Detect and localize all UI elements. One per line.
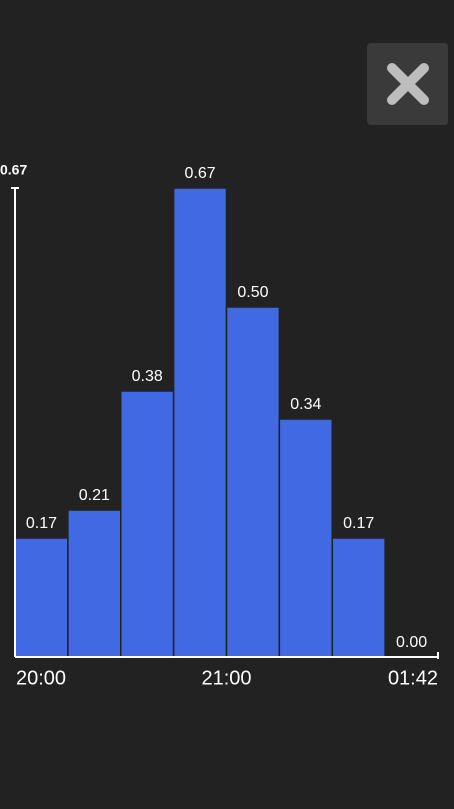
bar: [172, 187, 228, 658]
value-label: 0.00: [396, 634, 427, 651]
x-tick-label: 20:00: [16, 667, 66, 689]
y-tick-label: 0.67: [0, 162, 27, 178]
value-label: 0.38: [132, 368, 163, 385]
value-label: 0.17: [343, 515, 374, 532]
bar: [225, 306, 281, 658]
value-label: 0.67: [184, 165, 215, 182]
bar: [331, 537, 386, 658]
bar: [120, 390, 175, 658]
value-label: 0.34: [290, 396, 321, 413]
close-icon: [387, 63, 429, 105]
close-button[interactable]: [367, 43, 448, 125]
bar: [14, 537, 69, 658]
bar: [278, 418, 333, 658]
x-tick-label: 21:00: [201, 667, 251, 689]
x-tick-label: 01:42: [388, 667, 438, 689]
bar: [67, 509, 122, 658]
value-label: 0.21: [79, 487, 110, 504]
value-label: 0.50: [237, 284, 268, 301]
value-label: 0.17: [26, 515, 57, 532]
